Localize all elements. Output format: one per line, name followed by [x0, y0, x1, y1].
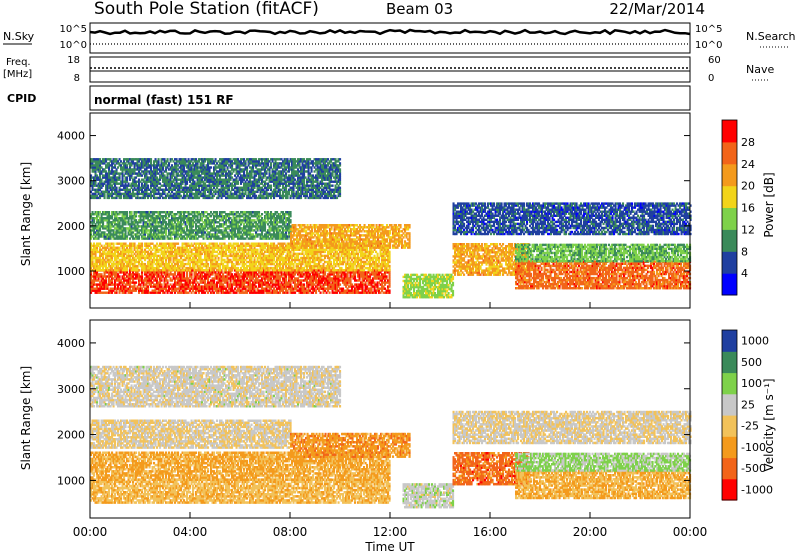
heatmap-cell	[138, 273, 140, 275]
heatmap-cell	[141, 275, 143, 277]
heatmap-cell	[147, 288, 149, 290]
heatmap-cell	[209, 275, 211, 277]
heatmap-cell	[291, 285, 293, 287]
station-title: South Pole Station (fitACF)	[94, 0, 319, 19]
nsky-trace	[90, 30, 690, 34]
freq-panel-frame	[90, 57, 690, 82]
nsky-tick-high: 10^5	[60, 24, 87, 35]
heatmap-cell	[303, 283, 305, 285]
heatmap-cell	[320, 292, 322, 294]
heatmap-cell	[255, 285, 257, 287]
nsky-label: N.Sky	[3, 30, 35, 43]
nsearch-tick-high: 10^5	[695, 24, 722, 35]
heatmap-cell	[167, 281, 169, 283]
heatmap-cell	[101, 273, 103, 275]
freq-tick-high: 18	[67, 55, 80, 66]
nave-tick-low: 0	[708, 73, 714, 84]
nave-label: Nave	[746, 63, 774, 76]
nsearch-label: N.Search	[746, 30, 796, 43]
heatmap-cell	[302, 275, 304, 277]
freq-unit-label: [MHz]	[3, 69, 32, 80]
heatmap-cell	[161, 283, 163, 285]
heatmap-cell	[119, 275, 121, 277]
heatmap-cell	[135, 281, 137, 283]
cpid-label: CPID	[7, 92, 36, 105]
nsky-tick-low: 10^0	[60, 40, 87, 51]
date-label: 22/Mar/2014	[609, 0, 705, 18]
heatmap-cell	[231, 273, 233, 275]
nave-tick-high: 60	[708, 55, 721, 66]
freq-tick-low: 8	[74, 73, 80, 84]
power-heatmap	[90, 158, 692, 298]
beam-label: Beam 03	[386, 0, 453, 18]
heatmap-cell	[254, 288, 256, 290]
heatmap-cell	[285, 275, 287, 277]
heatmap-cell	[290, 281, 292, 283]
radar-summary-plot: South Pole Station (fitACF) Beam 03 22/M…	[0, 0, 800, 554]
nsearch-tick-low: 10^0	[695, 40, 722, 51]
nsky-panel-frame	[90, 23, 690, 53]
heatmap-cell	[224, 285, 226, 287]
heatmap-cell	[191, 275, 193, 277]
freq-label: Freq.	[6, 57, 31, 68]
heatmap-cell	[167, 279, 169, 281]
cpid-text: normal (fast) 151 RF	[94, 93, 234, 107]
